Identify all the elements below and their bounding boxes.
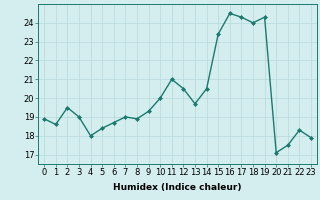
X-axis label: Humidex (Indice chaleur): Humidex (Indice chaleur) bbox=[113, 183, 242, 192]
